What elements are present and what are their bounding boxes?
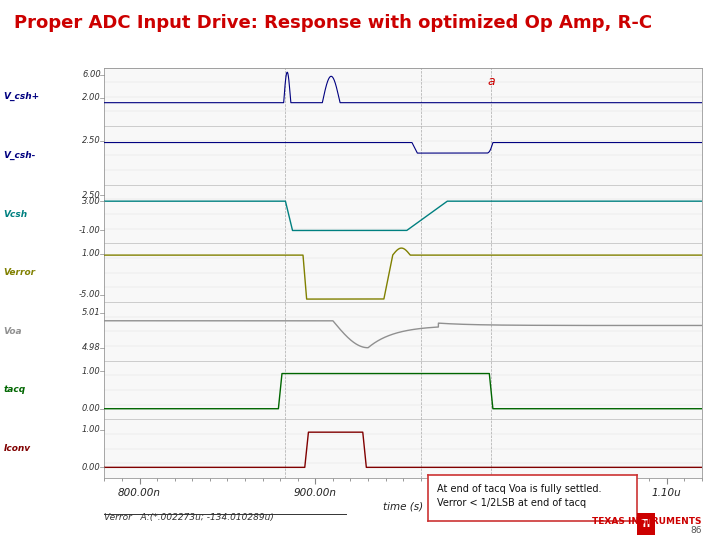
Text: 0.00: 0.00	[82, 463, 101, 472]
Text: -5.00: -5.00	[79, 291, 101, 300]
Text: 86: 86	[690, 525, 702, 535]
Text: 2.50: 2.50	[82, 136, 101, 145]
Text: tacq: tacq	[4, 386, 26, 394]
Text: 5.01: 5.01	[82, 308, 101, 317]
Text: Verror: Verror	[4, 268, 36, 277]
Text: Voa: Voa	[4, 327, 22, 336]
Text: TI: TI	[641, 519, 652, 529]
Text: Proper ADC Input Drive: Response with optimized Op Amp, R-C: Proper ADC Input Drive: Response with op…	[14, 14, 652, 31]
Text: TEXAS INSTRUMENTS: TEXAS INSTRUMENTS	[593, 517, 702, 526]
Text: Verror   A:(*.002273u; -134.010289u): Verror A:(*.002273u; -134.010289u)	[104, 513, 274, 522]
Text: 6.00: 6.00	[82, 70, 101, 79]
Text: V_csh+: V_csh+	[4, 92, 40, 102]
Text: Vcsh: Vcsh	[4, 210, 28, 219]
Text: At end of tacq Voa is fully settled.
Verror < 1/2LSB at end of tacq: At end of tacq Voa is fully settled. Ver…	[437, 484, 601, 508]
Text: 1.00: 1.00	[82, 426, 101, 434]
Text: 2.00: 2.00	[82, 93, 101, 103]
Text: time (s): time (s)	[383, 501, 423, 511]
Text: 3.00: 3.00	[82, 197, 101, 206]
Text: 1.00: 1.00	[82, 249, 101, 259]
Text: Iconv: Iconv	[4, 444, 31, 453]
Text: 4.98: 4.98	[82, 343, 101, 352]
Text: 0.00: 0.00	[82, 404, 101, 413]
Text: V_csh-: V_csh-	[4, 151, 36, 160]
Text: 2.50: 2.50	[82, 191, 101, 200]
Text: 1.00: 1.00	[82, 367, 101, 376]
Text: -1.00: -1.00	[79, 226, 101, 235]
Text: a: a	[487, 75, 495, 87]
